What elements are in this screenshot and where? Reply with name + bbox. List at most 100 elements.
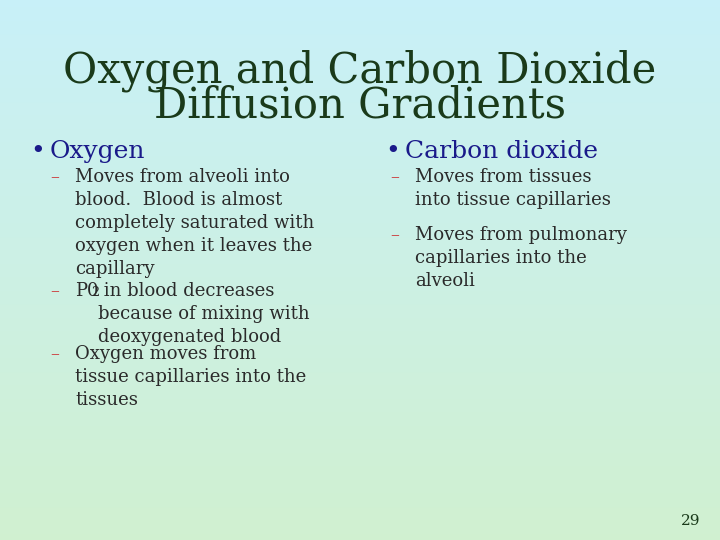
Bar <box>0 491 720 494</box>
Bar <box>0 251 720 254</box>
Bar <box>0 159 720 162</box>
Bar <box>0 338 720 340</box>
Bar <box>0 305 720 308</box>
Bar <box>0 410 720 413</box>
Bar <box>0 483 720 486</box>
Bar <box>0 54 720 57</box>
Bar <box>0 275 720 278</box>
Bar <box>0 413 720 416</box>
Text: Moves from pulmonary
capillaries into the
alveoli: Moves from pulmonary capillaries into th… <box>415 226 627 290</box>
Bar <box>0 400 720 402</box>
Bar <box>0 5 720 8</box>
Bar <box>0 367 720 370</box>
Bar <box>0 418 720 421</box>
Text: •: • <box>385 140 400 163</box>
Bar <box>0 46 720 49</box>
Bar <box>0 127 720 130</box>
Bar <box>0 86 720 89</box>
Bar <box>0 267 720 270</box>
Bar <box>0 472 720 475</box>
Bar <box>0 383 720 386</box>
Bar <box>0 40 720 43</box>
Bar <box>0 526 720 529</box>
Bar <box>0 335 720 338</box>
Text: Oxygen moves from
tissue capillaries into the
tissues: Oxygen moves from tissue capillaries int… <box>75 345 306 409</box>
Text: P0: P0 <box>75 282 99 300</box>
Bar <box>0 84 720 86</box>
Bar <box>0 38 720 40</box>
Bar <box>0 256 720 259</box>
Bar <box>0 424 720 427</box>
Bar <box>0 343 720 346</box>
Bar <box>0 516 720 518</box>
Bar <box>0 173 720 176</box>
Bar <box>0 205 720 208</box>
Bar <box>0 184 720 186</box>
Bar <box>0 124 720 127</box>
Bar <box>0 230 720 232</box>
Bar <box>0 92 720 94</box>
Bar <box>0 459 720 462</box>
Bar <box>0 273 720 275</box>
Bar <box>0 68 720 70</box>
Bar <box>0 154 720 157</box>
Bar <box>0 478 720 481</box>
Bar <box>0 535 720 537</box>
Bar <box>0 284 720 286</box>
Bar <box>0 297 720 300</box>
Bar <box>0 270 720 273</box>
Text: in blood decreases
because of mixing with
deoxygenated blood: in blood decreases because of mixing wit… <box>98 282 310 346</box>
Bar <box>0 194 720 197</box>
Bar <box>0 19 720 22</box>
Bar <box>0 49 720 51</box>
Bar <box>0 427 720 429</box>
Bar <box>0 57 720 59</box>
Bar <box>0 202 720 205</box>
Bar <box>0 259 720 262</box>
Bar <box>0 22 720 24</box>
Bar <box>0 362 720 364</box>
Bar <box>0 456 720 459</box>
Bar <box>0 227 720 229</box>
Bar <box>0 394 720 397</box>
Bar <box>0 435 720 437</box>
Bar <box>0 165 720 167</box>
Bar <box>0 375 720 378</box>
Bar <box>0 224 720 227</box>
Bar <box>0 454 720 456</box>
Bar <box>0 392 720 394</box>
Bar <box>0 405 720 408</box>
Bar <box>0 464 720 467</box>
Bar <box>0 130 720 132</box>
Bar <box>0 3 720 5</box>
Bar <box>0 216 720 219</box>
Bar <box>0 513 720 516</box>
Bar <box>0 262 720 265</box>
Bar <box>0 157 720 159</box>
Text: 29: 29 <box>680 514 700 528</box>
Bar <box>0 221 720 224</box>
Bar <box>0 219 720 221</box>
Bar <box>0 32 720 35</box>
Bar <box>0 178 720 181</box>
Bar <box>0 278 720 281</box>
Bar <box>0 292 720 294</box>
Bar <box>0 521 720 524</box>
Bar <box>0 167 720 170</box>
Bar <box>0 116 720 119</box>
Bar <box>0 138 720 140</box>
Bar <box>0 65 720 68</box>
Bar <box>0 59 720 62</box>
Bar <box>0 448 720 451</box>
Bar <box>0 265 720 267</box>
Bar <box>0 518 720 521</box>
Bar <box>0 475 720 478</box>
Bar <box>0 308 720 310</box>
Bar <box>0 200 720 202</box>
Bar <box>0 24 720 27</box>
Text: Oxygen: Oxygen <box>50 140 145 163</box>
Bar <box>0 397 720 400</box>
Bar <box>0 94 720 97</box>
Bar <box>0 532 720 535</box>
Bar <box>0 30 720 32</box>
